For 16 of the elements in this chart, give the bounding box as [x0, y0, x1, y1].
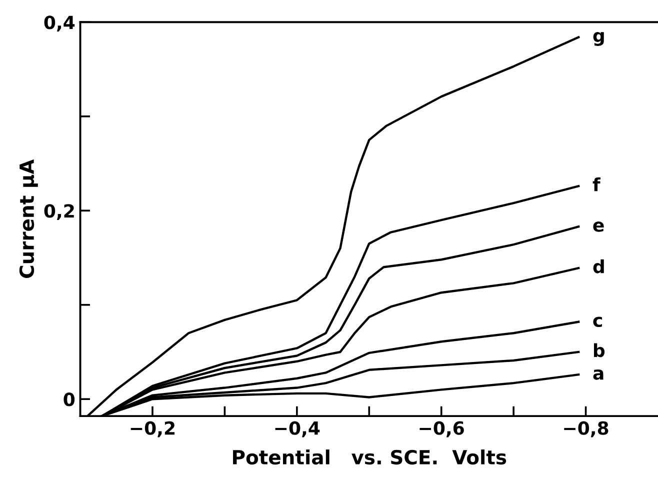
y-tick-label: 0,4	[44, 16, 75, 32]
series-label: e	[593, 222, 604, 232]
x-tick-label: −0,4	[275, 421, 320, 438]
series-label: g	[593, 32, 604, 46]
x-tick-label: −0,8	[564, 421, 608, 438]
y-axis-title: Current µA	[19, 159, 38, 278]
x-tick-label: −0,6	[420, 421, 464, 438]
series-label: b	[594, 343, 605, 358]
x-axis-title: Potential vs. SCE. Volts	[233, 450, 506, 465]
series-label: d	[593, 259, 604, 274]
x-tick-label: −0,2	[130, 421, 174, 438]
series-label: f	[592, 177, 600, 192]
series-label: c	[593, 316, 602, 328]
y-tick-label: 0,2	[44, 204, 74, 220]
series-label: a	[593, 369, 604, 380]
y-tick-label: 0	[64, 392, 75, 406]
